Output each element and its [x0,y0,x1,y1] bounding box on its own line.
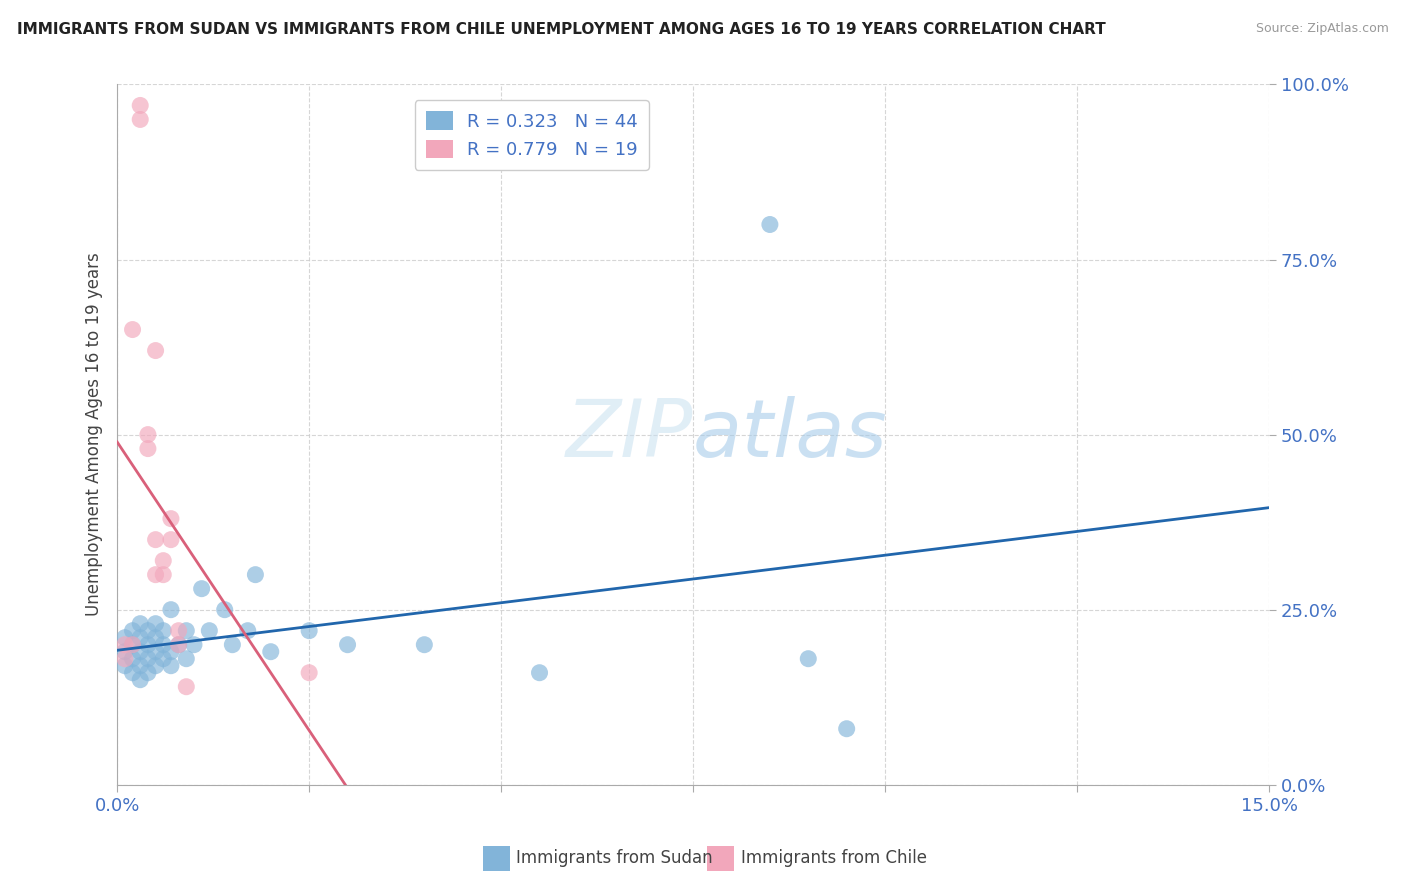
Point [121,322,143,336]
Point [145,631,167,645]
Point [190,582,212,596]
Point [152,624,174,638]
Point [797,651,820,665]
Point [176,651,198,665]
Point [160,533,183,547]
Point [167,638,190,652]
Point [183,638,205,652]
Point [160,511,183,525]
Legend: R = 0.323   N = 44, R = 0.779   N = 19: R = 0.323 N = 44, R = 0.779 N = 19 [415,101,648,169]
Point [298,624,321,638]
Point [121,624,143,638]
Point [129,645,152,659]
Point [236,624,259,638]
Point [336,638,359,652]
Point [176,680,198,694]
Point [114,631,136,645]
Point [835,722,858,736]
Point [114,638,136,652]
Point [145,658,167,673]
Point [121,638,143,652]
Point [145,533,167,547]
Point [121,665,143,680]
Point [167,624,190,638]
Point [759,218,782,232]
Point [129,631,152,645]
Point [114,645,136,659]
Text: Immigrants from Chile: Immigrants from Chile [741,849,927,867]
Point [160,602,183,616]
Text: atlas: atlas [693,395,887,474]
Text: Immigrants from Sudan: Immigrants from Sudan [516,849,713,867]
Point [129,98,152,112]
Point [152,567,174,582]
Text: Source: ZipAtlas.com: Source: ZipAtlas.com [1256,22,1389,36]
Point [152,651,174,665]
Point [198,624,221,638]
Point [413,638,436,652]
Point [160,658,183,673]
Point [121,651,143,665]
Point [221,638,243,652]
Point [121,638,143,652]
Point [114,651,136,665]
Point [136,665,159,680]
Point [160,645,183,659]
Point [136,638,159,652]
Point [145,567,167,582]
Point [214,602,236,616]
Point [167,638,190,652]
Point [136,427,159,442]
Point [136,442,159,456]
Point [145,616,167,631]
Point [152,638,174,652]
Point [129,616,152,631]
Point [529,665,551,680]
Text: ZIP: ZIP [565,395,693,474]
Bar [482,846,509,871]
Point [136,624,159,638]
Bar [707,846,734,871]
Point [176,624,198,638]
Point [145,645,167,659]
Point [260,645,283,659]
Point [145,343,167,358]
Y-axis label: Unemployment Among Ages 16 to 19 years: Unemployment Among Ages 16 to 19 years [86,252,103,616]
Point [114,658,136,673]
Point [129,673,152,687]
Point [136,651,159,665]
Text: IMMIGRANTS FROM SUDAN VS IMMIGRANTS FROM CHILE UNEMPLOYMENT AMONG AGES 16 TO 19 : IMMIGRANTS FROM SUDAN VS IMMIGRANTS FROM… [17,22,1105,37]
Point [152,554,174,568]
Point [298,665,321,680]
Point [129,658,152,673]
Point [129,112,152,127]
Point [245,567,267,582]
